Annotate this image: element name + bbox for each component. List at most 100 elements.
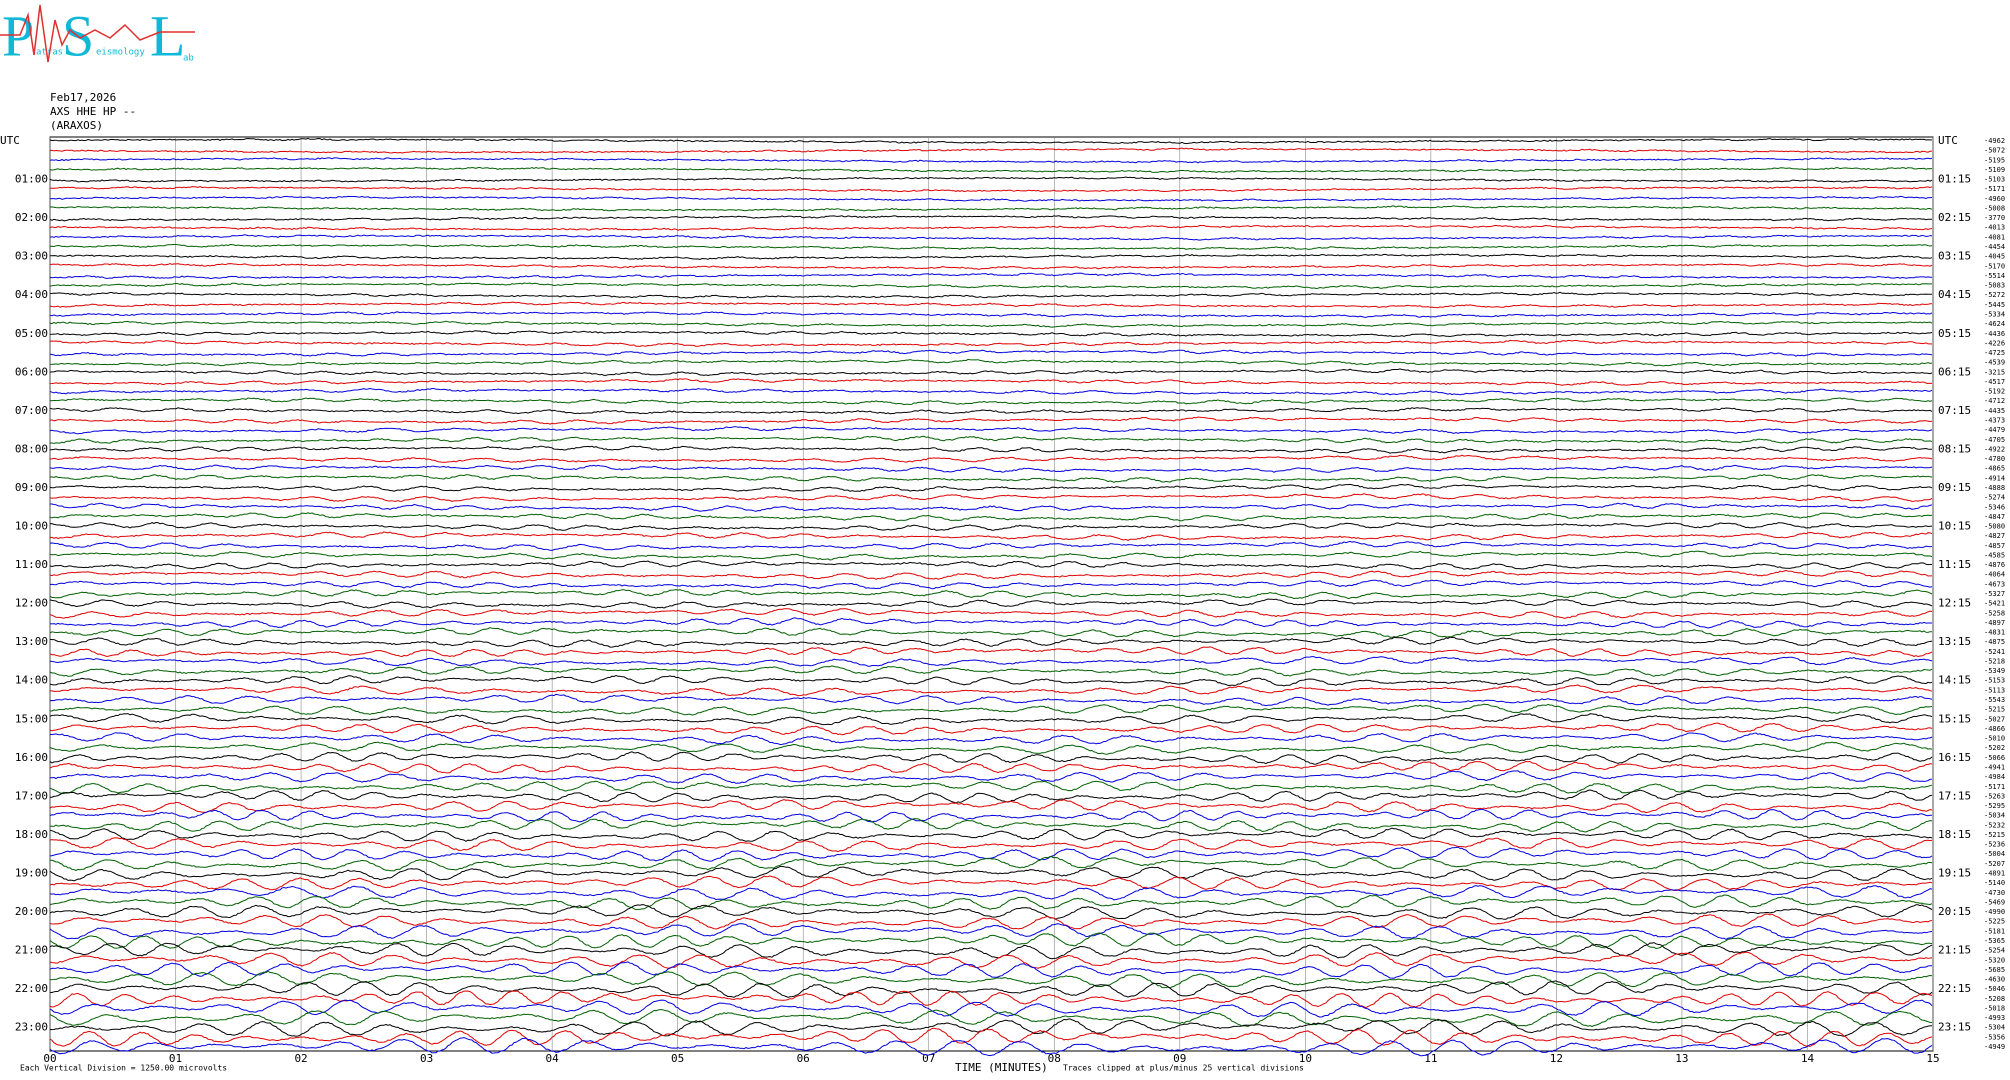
trace [49, 224, 1933, 231]
trace [49, 970, 1933, 989]
offset-label: -5274 [1984, 494, 2005, 502]
logo-letter: P [2, 3, 34, 68]
trace [49, 454, 1933, 463]
offset-label: -4866 [1984, 725, 2005, 733]
x-tick-label: 15 [1926, 1052, 1939, 1065]
offset-label: -4827 [1984, 532, 2005, 540]
offset-label: -4705 [1984, 436, 2005, 444]
trace [49, 693, 1933, 707]
trace [49, 627, 1933, 638]
trace [49, 378, 1933, 386]
offset-label: -5208 [1984, 995, 2005, 1003]
hour-label: 20:00 [15, 905, 48, 918]
offset-label: -5109 [1984, 166, 2005, 174]
offset-label: -4585 [1984, 551, 2005, 559]
offset-label: -5445 [1984, 301, 2005, 309]
offset-label: -5080 [1984, 523, 2005, 531]
offset-label: -4857 [1984, 542, 2005, 550]
offset-label: -4949 [1984, 1043, 2005, 1051]
logo: P atras S eismology L ab [0, 3, 195, 68]
trace [49, 358, 1933, 367]
offset-label: -4780 [1984, 455, 2005, 463]
hour-label-right: 02:15 [1938, 211, 1971, 224]
logo-word: eismology [96, 48, 145, 58]
x-tick-label: 09 [1173, 1052, 1186, 1065]
offset-label: -4454 [1984, 243, 2005, 251]
hour-label: 03:00 [15, 250, 48, 263]
scale-note: Each Vertical Division = 1250.00 microvo… [20, 1064, 227, 1073]
x-tick-label: 00 [43, 1052, 56, 1065]
offset-label: -5272 [1984, 291, 2005, 299]
trace [50, 502, 1933, 512]
hour-label-right: 06:15 [1938, 365, 1971, 378]
trace [49, 531, 1933, 541]
trace [49, 569, 1932, 580]
offset-label: -4064 [1984, 571, 2005, 579]
trace [49, 215, 1932, 222]
offset-label: -4990 [1984, 908, 2005, 916]
hour-label: 16:00 [15, 751, 48, 764]
trace [49, 493, 1933, 503]
trace [49, 339, 1933, 347]
offset-label: -4962 [1984, 137, 2005, 145]
logo-letter: L [150, 3, 185, 68]
hour-label-right: 11:15 [1938, 558, 1971, 571]
offset-label: -4081 [1984, 233, 2005, 241]
trace [49, 751, 1933, 765]
trace [49, 980, 1933, 998]
offset-label: -4436 [1984, 330, 2005, 338]
hour-label-right: 17:15 [1938, 789, 1971, 802]
offset-label: -5232 [1984, 821, 2005, 829]
trace [49, 741, 1933, 755]
offset-label: -4226 [1984, 339, 2005, 347]
trace [49, 550, 1933, 561]
offset-label: -5685 [1984, 966, 2005, 974]
hour-label-right: 22:15 [1938, 982, 1971, 995]
logo-wave [0, 4, 195, 63]
trace [49, 185, 1933, 193]
trace [49, 990, 1933, 1009]
x-tick-label: 07 [922, 1052, 935, 1065]
x-axis-title: TIME (MINUTES) [955, 1061, 1048, 1074]
hour-label: 06:00 [15, 365, 48, 378]
offset-label: -5236 [1984, 841, 2005, 849]
trace [49, 368, 1933, 377]
offset-label: -4517 [1984, 378, 2005, 386]
trace [49, 147, 1933, 154]
offset-label: -5346 [1984, 503, 2005, 511]
offset-label: -5034 [1984, 812, 2005, 820]
hour-label: 22:00 [15, 982, 48, 995]
offset-label: -5304 [1984, 1024, 2005, 1032]
x-tick-label: 06 [797, 1052, 810, 1065]
trace [50, 789, 1933, 804]
trace [49, 387, 1933, 396]
hour-label: 11:00 [15, 558, 48, 571]
trace [49, 282, 1933, 290]
hour-label-right: 12:15 [1938, 597, 1971, 610]
offset-label: -5008 [1984, 204, 2005, 212]
trace [50, 732, 1933, 746]
offset-label: -5218 [1984, 657, 2005, 665]
offset-label: -5254 [1984, 947, 2005, 955]
hour-label-right: 07:15 [1938, 404, 1971, 417]
trace [49, 846, 1933, 862]
offset-label: -4539 [1984, 359, 2005, 367]
trace [49, 416, 1933, 425]
hour-label-right: 01:15 [1938, 173, 1971, 186]
offset-label: -5010 [1984, 735, 2005, 743]
offset-label: -5356 [1984, 1033, 2005, 1041]
trace [49, 234, 1932, 241]
trace [49, 1009, 1933, 1028]
trace [49, 932, 1933, 950]
trace [49, 521, 1933, 531]
hour-label: 15:00 [15, 712, 48, 725]
offset-label: -5113 [1984, 686, 2005, 694]
trace [49, 1037, 1933, 1057]
offset-label: -4865 [1984, 465, 2005, 473]
offset-label: -4673 [1984, 580, 2005, 588]
trace [49, 961, 1932, 979]
trace [49, 722, 1933, 736]
trace [49, 837, 1933, 853]
trace [49, 866, 1933, 882]
trace [49, 665, 1933, 677]
